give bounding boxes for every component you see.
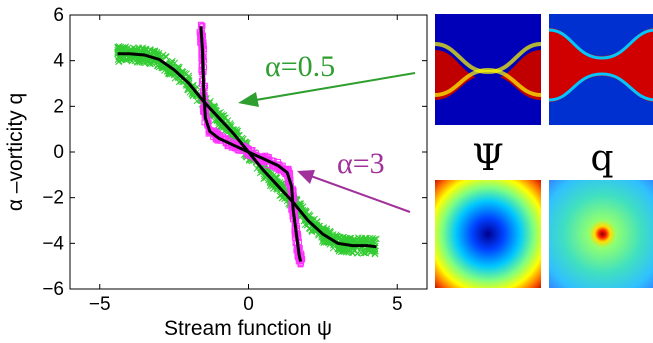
marker-alpha-3 xyxy=(264,162,271,169)
panel-label-q: q xyxy=(590,138,613,179)
axis-ticks: −5 0 5 6 4 2 0 −2 −4 −6 xyxy=(42,5,427,315)
marker-alpha-0-5 xyxy=(164,67,171,75)
x-axis-title: Stream function ψ xyxy=(164,317,332,340)
annotation-alpha-3: α=3 xyxy=(297,147,411,213)
marker-alpha-3 xyxy=(297,261,304,268)
annotation-alpha-3-label: α=3 xyxy=(337,147,385,180)
marker-alpha-0-5 xyxy=(266,182,274,190)
y-tick-label: 6 xyxy=(53,5,64,26)
panel-label-psi: Ψ xyxy=(472,138,504,179)
marker-alpha-0-5 xyxy=(373,235,380,243)
y-axis-title: α –vorticity q xyxy=(4,93,27,211)
marker-alpha-0-5 xyxy=(325,228,333,235)
marker-alpha-0-5 xyxy=(217,108,224,116)
y-tick-label: 2 xyxy=(53,96,64,117)
marker-alpha-0-5 xyxy=(189,92,197,100)
marker-alpha-0-5 xyxy=(342,248,350,256)
marker-alpha-0-5 xyxy=(320,224,328,231)
panel-psi-strip xyxy=(434,14,542,125)
x-tick-label: 5 xyxy=(392,294,403,315)
marker-alpha-0-5 xyxy=(326,241,334,248)
y-tick-label: 4 xyxy=(53,51,64,72)
marker-alpha-0-5 xyxy=(127,56,134,63)
marker-alpha-0-5 xyxy=(367,237,375,244)
panel-q-strip xyxy=(548,14,653,125)
x-tick-label: 0 xyxy=(243,294,254,315)
fit-lines xyxy=(117,26,377,262)
marker-alpha-0-5 xyxy=(158,52,166,60)
marker-alpha-0-5 xyxy=(340,233,348,241)
annotation-alpha-0-5: α=0.5 xyxy=(238,50,416,107)
marker-alpha-0-5 xyxy=(171,59,179,67)
marker-alpha-0-5 xyxy=(306,225,314,233)
annotation-alpha-0-5-arrowhead xyxy=(238,92,259,107)
annotation-alpha-0-5-label: α=0.5 xyxy=(265,50,335,83)
marker-alpha-0-5 xyxy=(139,44,147,52)
y-tick-label: 0 xyxy=(53,142,64,163)
x-tick-label: −5 xyxy=(89,294,111,315)
marker-alpha-0-5 xyxy=(352,237,360,245)
marker-alpha-0-5 xyxy=(188,90,196,98)
panel-q-cell xyxy=(549,180,653,288)
marker-alpha-0-5 xyxy=(299,203,307,211)
annotation-alpha-3-arrow xyxy=(307,174,411,213)
marker-alpha-0-5 xyxy=(354,249,361,257)
marker-alpha-0-5 xyxy=(120,45,127,53)
annotation-alpha-0-5-arrow xyxy=(249,72,416,102)
y-tick-label: −6 xyxy=(42,279,64,300)
marker-alpha-0-5 xyxy=(369,238,376,245)
marker-alpha-0-5 xyxy=(323,228,331,235)
marker-alpha-0-5 xyxy=(135,45,143,53)
fit-line-alpha-3 xyxy=(199,26,303,262)
y-tick-label: −4 xyxy=(42,233,64,254)
marker-alpha-0-5 xyxy=(335,247,343,254)
marker-alpha-0-5 xyxy=(116,44,124,52)
panel-psi-cell xyxy=(435,180,541,288)
marker-alpha-0-5 xyxy=(359,237,367,244)
annotation-alpha-3-arrowhead xyxy=(297,170,315,184)
y-tick-label: −2 xyxy=(42,188,64,209)
marker-alpha-0-5 xyxy=(153,50,161,58)
